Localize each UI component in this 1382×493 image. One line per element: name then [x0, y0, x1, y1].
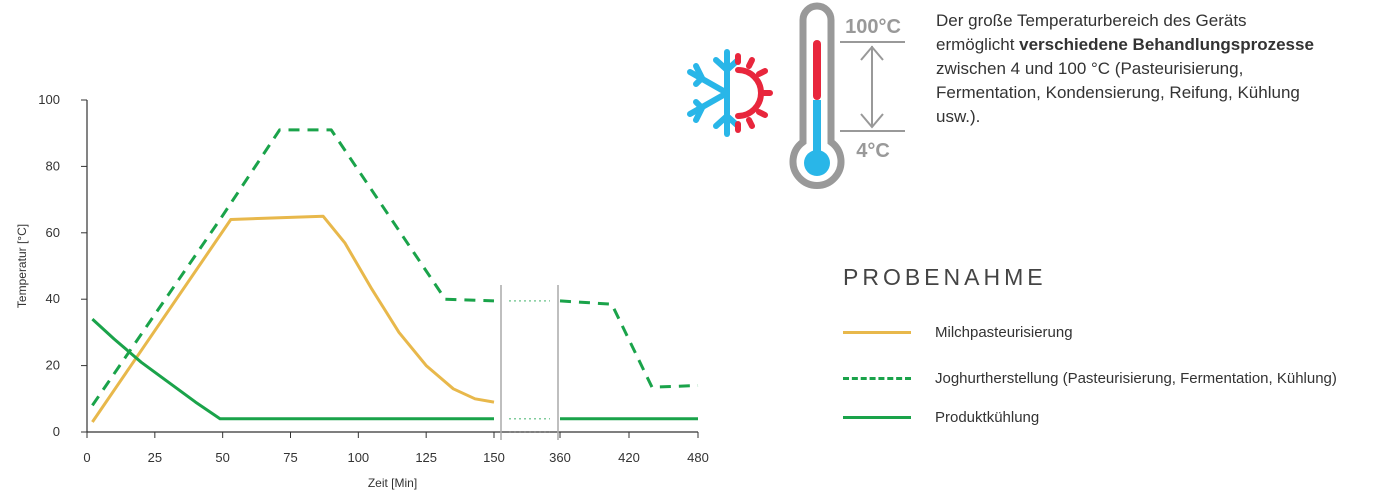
thermometer-icon: [789, 2, 845, 189]
legend-item-joghurtherstellung: Joghurtherstellung (Pasteurisierung, Fer…: [843, 366, 1337, 390]
thermo-high-label: 100°C: [845, 16, 901, 38]
legend-swatch-dashed-green: [843, 376, 911, 380]
x-tick-label: 360: [549, 450, 571, 465]
y-tick-label: 60: [46, 225, 60, 240]
legend-label: Joghurtherstellung (Pasteurisierung, Fer…: [935, 369, 1337, 387]
legend-swatch-solid-green: [843, 415, 911, 419]
plot-area: 0 20 40 60 80 100 0 25 50 75 100 125 150 360 420 480 Zei…: [15, 92, 709, 490]
legend-item-milchpasteurisierung: Milchpasteurisierung: [843, 320, 1073, 344]
legend-title: PROBENAHME: [843, 264, 1047, 290]
y-tick-label: 40: [46, 291, 60, 306]
x-tick-label: 75: [283, 450, 297, 465]
y-tick-label: 20: [46, 358, 60, 373]
x-tick-label: 50: [215, 450, 229, 465]
x-tick-label: 0: [83, 450, 90, 465]
legend-label: Produktkühlung: [935, 408, 1040, 426]
legend-label: Milchpasteurisierung: [935, 323, 1073, 341]
series-2-line: [91, 128, 495, 407]
y-tick-label: 100: [38, 92, 60, 107]
y-axis-title: Temperatur [°C]: [15, 224, 29, 308]
thermo-low-label: 4°C: [856, 140, 890, 162]
series-1-line: [91, 214, 495, 423]
info-text-bold: verschiedene Behandlungsprozesse: [1019, 35, 1314, 54]
snowflake-sun-icon: [687, 49, 773, 137]
x-tick-label: 150: [483, 450, 505, 465]
x-tick-label: 100: [347, 450, 369, 465]
info-text-2: zwischen 4 und 100 °C (Pasteurisierung, …: [936, 59, 1300, 126]
y-tick-label: 0: [53, 424, 60, 439]
x-tick-label: 125: [415, 450, 437, 465]
info-text-1: Der große Temperaturbereich des Geräts e…: [936, 11, 1247, 54]
series-3-line: [91, 317, 494, 421]
info-text: Der große Temperaturbereich des Geräts e…: [936, 9, 1316, 129]
x-tick-label: 25: [148, 450, 162, 465]
legend-item-produktkuehlung: Produktkühlung: [843, 405, 1039, 429]
x-axis-title: Zeit [Min]: [368, 476, 417, 490]
temperature-range-indicator: 100°C 4°C: [840, 16, 905, 162]
legend-swatch-solid-yellow: [843, 330, 911, 334]
x-tick-label: 420: [618, 450, 640, 465]
series-2-line: [559, 299, 699, 389]
y-tick-label: 80: [46, 158, 60, 173]
x-tick-label: 480: [687, 450, 709, 465]
